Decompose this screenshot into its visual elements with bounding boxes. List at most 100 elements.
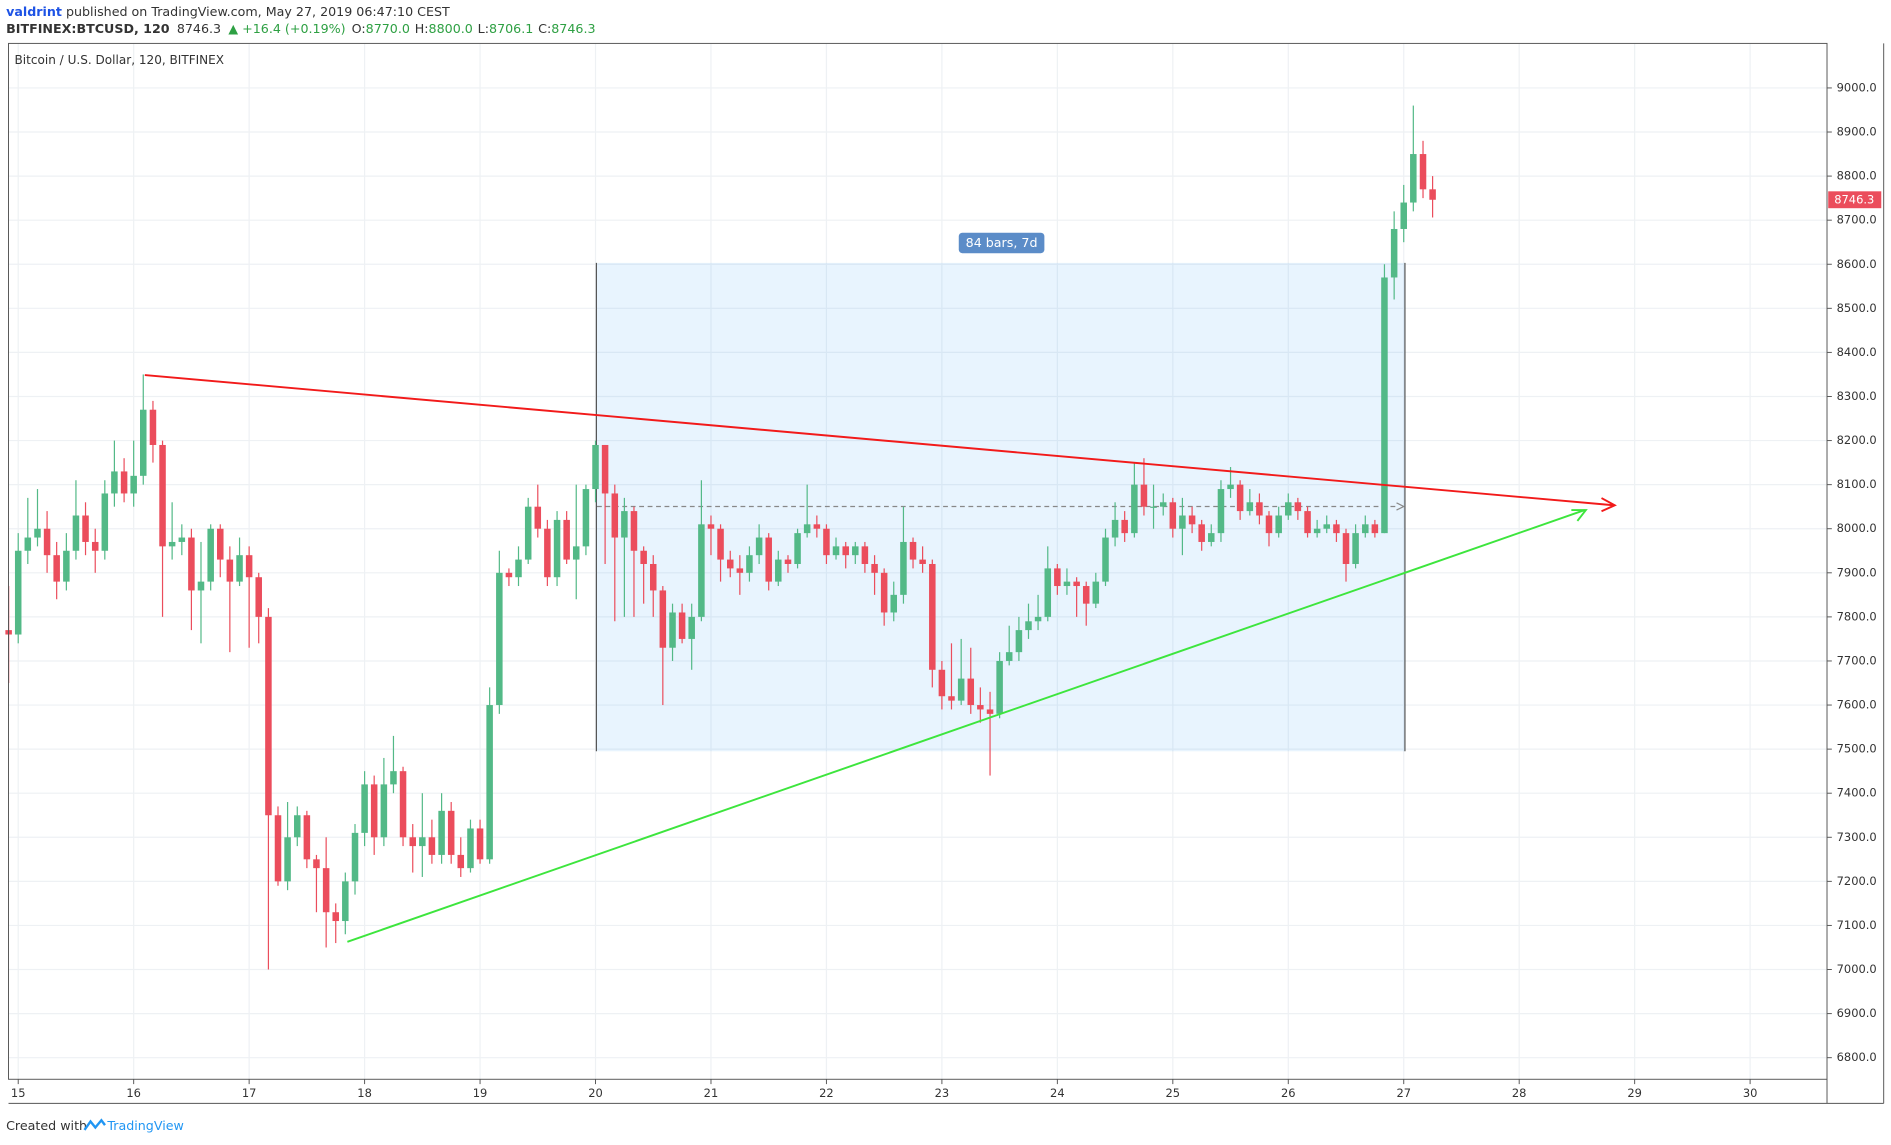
candle-body — [813, 524, 821, 529]
support-arrow — [1571, 509, 1588, 522]
candle-body — [159, 444, 166, 547]
candle-body — [1352, 533, 1359, 564]
x-tick-label: 27 — [1396, 1086, 1411, 1100]
range-label: 84 bars, 7d — [966, 235, 1038, 250]
footer-created: Created with — [6, 1118, 87, 1133]
candle-body — [188, 537, 195, 591]
ohlc-key: H: — [415, 20, 429, 35]
candle-body — [948, 696, 955, 701]
candle-body — [823, 528, 830, 556]
candle-body — [1323, 524, 1330, 529]
candle-body — [1294, 502, 1302, 512]
candle-body — [582, 489, 590, 547]
candle-body — [515, 559, 522, 578]
candle-body — [467, 828, 474, 869]
candle-body — [1005, 652, 1013, 661]
candle-body — [524, 506, 532, 560]
candle-body — [14, 550, 22, 635]
candle-body — [1092, 581, 1100, 604]
candle-body — [1131, 484, 1138, 534]
candle-body — [82, 515, 89, 542]
candle-body — [1034, 616, 1042, 622]
candle-body — [755, 537, 763, 556]
candle-body — [1265, 515, 1273, 534]
y-tick-label: 8100.0 — [1837, 477, 1877, 491]
y-tick-label: 7900.0 — [1837, 565, 1877, 579]
candle-body — [390, 771, 397, 785]
range-label-box — [958, 232, 1045, 254]
candle-body — [1015, 630, 1023, 653]
footer-brand[interactable]: TradingView — [106, 1118, 183, 1133]
candle-body — [72, 515, 80, 551]
plot-frame — [8, 42, 1828, 1080]
candle-body — [967, 678, 975, 706]
candle-body — [832, 546, 840, 556]
candle-body — [1246, 502, 1254, 512]
candle-body — [496, 572, 503, 706]
candle-body — [871, 563, 878, 573]
candle-body — [419, 837, 426, 847]
candle-body — [274, 815, 282, 882]
y-tick-label: 8000.0 — [1837, 521, 1877, 535]
candle-body — [678, 612, 686, 639]
x-tick-label: 24 — [1050, 1086, 1065, 1100]
candle-body — [563, 519, 570, 560]
candle-body — [197, 581, 205, 591]
candle-body — [486, 705, 493, 860]
candle-body — [957, 678, 965, 701]
candle-body — [236, 555, 243, 582]
candle-body — [1188, 515, 1196, 525]
candle-body — [1410, 154, 1417, 203]
candle-body — [900, 541, 907, 595]
candle-body — [1044, 568, 1052, 617]
x-tick-label: 17 — [242, 1086, 257, 1100]
published: published on TradingView.com, May 27, 20… — [62, 4, 450, 19]
candle-body — [438, 810, 445, 855]
ohlc-value: 8706.1 — [489, 20, 533, 35]
candle-body — [1313, 528, 1321, 534]
candle-body — [1198, 524, 1205, 542]
candle-body — [544, 528, 551, 578]
candle-body — [101, 493, 109, 551]
y-tick-label: 7200.0 — [1837, 874, 1877, 888]
y-tick-label: 8900.0 — [1837, 125, 1877, 139]
candle-body — [1342, 533, 1350, 564]
candle-body — [1304, 511, 1311, 534]
change: ▲ +16.4 (+0.19%) — [228, 20, 345, 35]
candle-body — [611, 493, 619, 538]
candle-body — [255, 577, 262, 617]
y-tick-label: 7400.0 — [1837, 786, 1877, 800]
y-tick-label: 7300.0 — [1837, 830, 1877, 844]
x-tick-label: 25 — [1166, 1086, 1181, 1100]
y-tick-label: 8800.0 — [1837, 169, 1877, 183]
candle-body — [736, 568, 744, 573]
candle-body — [842, 546, 849, 556]
candle-body — [294, 815, 301, 838]
candle-body — [784, 559, 792, 564]
x-tick-label: 30 — [1743, 1086, 1758, 1100]
resistance-line — [144, 374, 1614, 507]
support-line — [347, 509, 1585, 943]
candle-body — [1111, 519, 1119, 538]
candle-body — [342, 881, 349, 922]
candle-body — [852, 546, 859, 556]
y-tick-label: 8700.0 — [1837, 213, 1877, 227]
x-tick-label: 22 — [819, 1086, 834, 1100]
candle-body — [1140, 484, 1148, 507]
y-tick-label: 9000.0 — [1837, 80, 1877, 94]
x-tick-label: 28 — [1512, 1086, 1527, 1100]
ohlc-key: O: — [352, 20, 366, 35]
candle-body — [428, 837, 436, 855]
y-tick-label: 7500.0 — [1837, 742, 1877, 756]
candle-body — [929, 563, 936, 670]
candle-body — [746, 555, 753, 573]
candle-body — [1073, 581, 1080, 587]
y-tick-label: 7800.0 — [1837, 609, 1877, 623]
candle-body — [534, 506, 542, 529]
author[interactable]: valdrint — [6, 4, 62, 19]
candle-body — [226, 559, 234, 582]
candle-body — [111, 471, 118, 494]
candle-body — [1390, 228, 1398, 278]
